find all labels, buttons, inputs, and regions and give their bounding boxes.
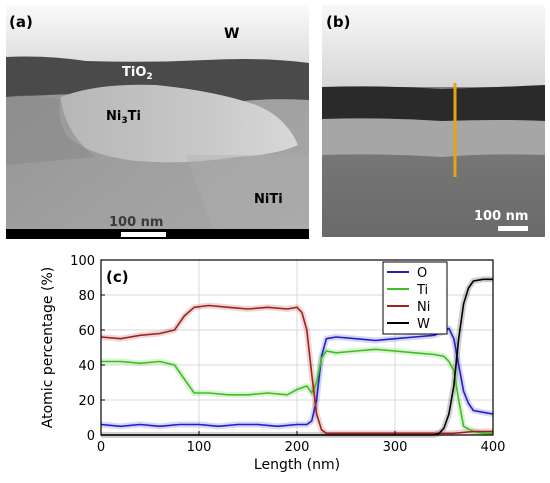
y-axis-label: Atomic percentage (%) [40, 267, 56, 428]
panel-b-tag: (b) [326, 13, 350, 31]
legend-label-w: W [417, 317, 430, 332]
tio2-layer-b [322, 85, 545, 123]
niti-bright-grain [186, 155, 309, 239]
y-tick-label: 0 [87, 429, 95, 444]
label-tio2: TiO2 [122, 65, 153, 82]
panel-a-tem-image: (a) W TiO2 Ni3Ti NiTi 100 nm [6, 5, 309, 239]
y-tick-label: 80 [78, 289, 95, 304]
x-tick-label: 400 [481, 440, 506, 455]
panel-b-svg: (b) 100 nm [322, 5, 545, 237]
x-tick-label: 100 [187, 440, 212, 455]
chart-legend: O Ti Ni W [382, 261, 448, 335]
scale-bar-a [121, 232, 166, 237]
label-w: W [224, 26, 239, 42]
y-tick-label: 60 [78, 324, 95, 339]
panel-a-svg: (a) W TiO2 Ni3Ti NiTi 100 nm [6, 5, 309, 239]
ni3ti-grain [59, 84, 299, 163]
scale-label-b: 100 nm [474, 209, 528, 224]
y-tick-label: 20 [78, 394, 95, 409]
label-ni3ti: Ni3Ti [106, 109, 141, 126]
y-tick-label: 100 [70, 254, 95, 269]
y-axis-ticks: 0 20 40 60 80 100 [70, 254, 105, 444]
niti-shadow [6, 95, 96, 165]
legend-label-ni: Ni [417, 300, 430, 315]
x-tick-label: 200 [285, 440, 310, 455]
y-tick-label: 40 [78, 359, 95, 374]
scale-bar-b [498, 226, 528, 231]
series-line-ti [101, 348, 493, 435]
x-tick-label: 300 [383, 440, 408, 455]
series-line-ni [100, 304, 493, 435]
x-tick-label: 0 [97, 440, 105, 455]
label-niti: NiTi [254, 192, 283, 207]
scale-label-a: 100 nm [109, 215, 163, 230]
legend-label-ti: Ti [416, 283, 428, 298]
series-line-o [100, 327, 494, 428]
panel-b-tem-image: (b) 100 nm [322, 5, 545, 237]
ni3ti-layer-b [322, 118, 545, 157]
panel-a-tag: (a) [9, 13, 33, 31]
panel-c-chart: 0 100 200 300 400 0 20 40 60 80 100 Length (nm) A… [0, 250, 550, 483]
panel-c-tag: (c) [106, 268, 129, 286]
x-axis-ticks: 0 100 200 300 400 [97, 431, 506, 455]
x-axis-label: Length (nm) [254, 457, 340, 473]
w-layer-b [322, 5, 545, 87]
w-layer [6, 5, 309, 63]
line-scan-chart: 0 100 200 300 400 0 20 40 60 80 100 Length (nm) A… [40, 254, 506, 473]
legend-label-o: O [417, 266, 427, 281]
